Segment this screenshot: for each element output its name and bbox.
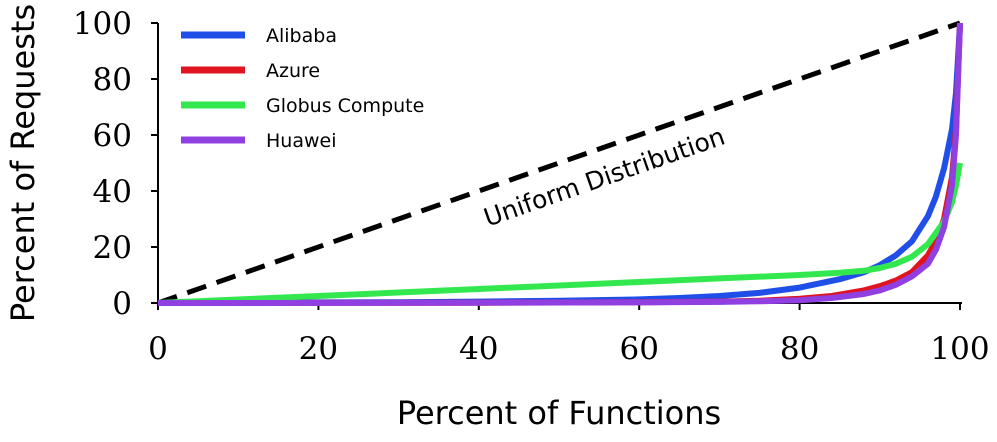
legend-item: Huawei (181, 130, 336, 152)
legend-label: Azure (266, 60, 320, 82)
legend-item: Azure (181, 60, 320, 82)
axes: 0 20 40 60 80 100 0 20 40 60 80 100 (73, 6, 990, 367)
y-axis-title: Percent of Requests (4, 4, 42, 322)
x-tick-label: 20 (299, 331, 338, 367)
legend-label: Huawei (266, 130, 336, 152)
uniform-distribution-line (157, 20, 961, 306)
series-lines (157, 22, 963, 306)
y-tick-label: 80 (93, 62, 132, 98)
y-tick-label: 20 (93, 230, 132, 266)
y-tick-label: 40 (93, 174, 132, 210)
x-tick-label: 0 (148, 331, 168, 367)
legend-label: Alibaba (266, 25, 337, 47)
uniform-reference-line (157, 20, 961, 306)
y-tick-label: 100 (73, 6, 132, 42)
legend: Alibaba Azure Globus Compute Huawei (181, 25, 424, 152)
x-tick-label: 100 (930, 331, 989, 367)
y-tick-label: 0 (112, 286, 132, 322)
series-line-huawei (157, 22, 963, 306)
legend-label: Globus Compute (266, 95, 424, 117)
y-tick-label: 60 (93, 118, 132, 154)
x-axis-title: Percent of Functions (397, 394, 721, 432)
x-tick-label: 40 (459, 331, 498, 367)
legend-item: Globus Compute (181, 95, 424, 117)
x-tick-label: 60 (619, 331, 658, 367)
legend-item: Alibaba (181, 25, 337, 47)
x-tick-label: 80 (780, 331, 819, 367)
